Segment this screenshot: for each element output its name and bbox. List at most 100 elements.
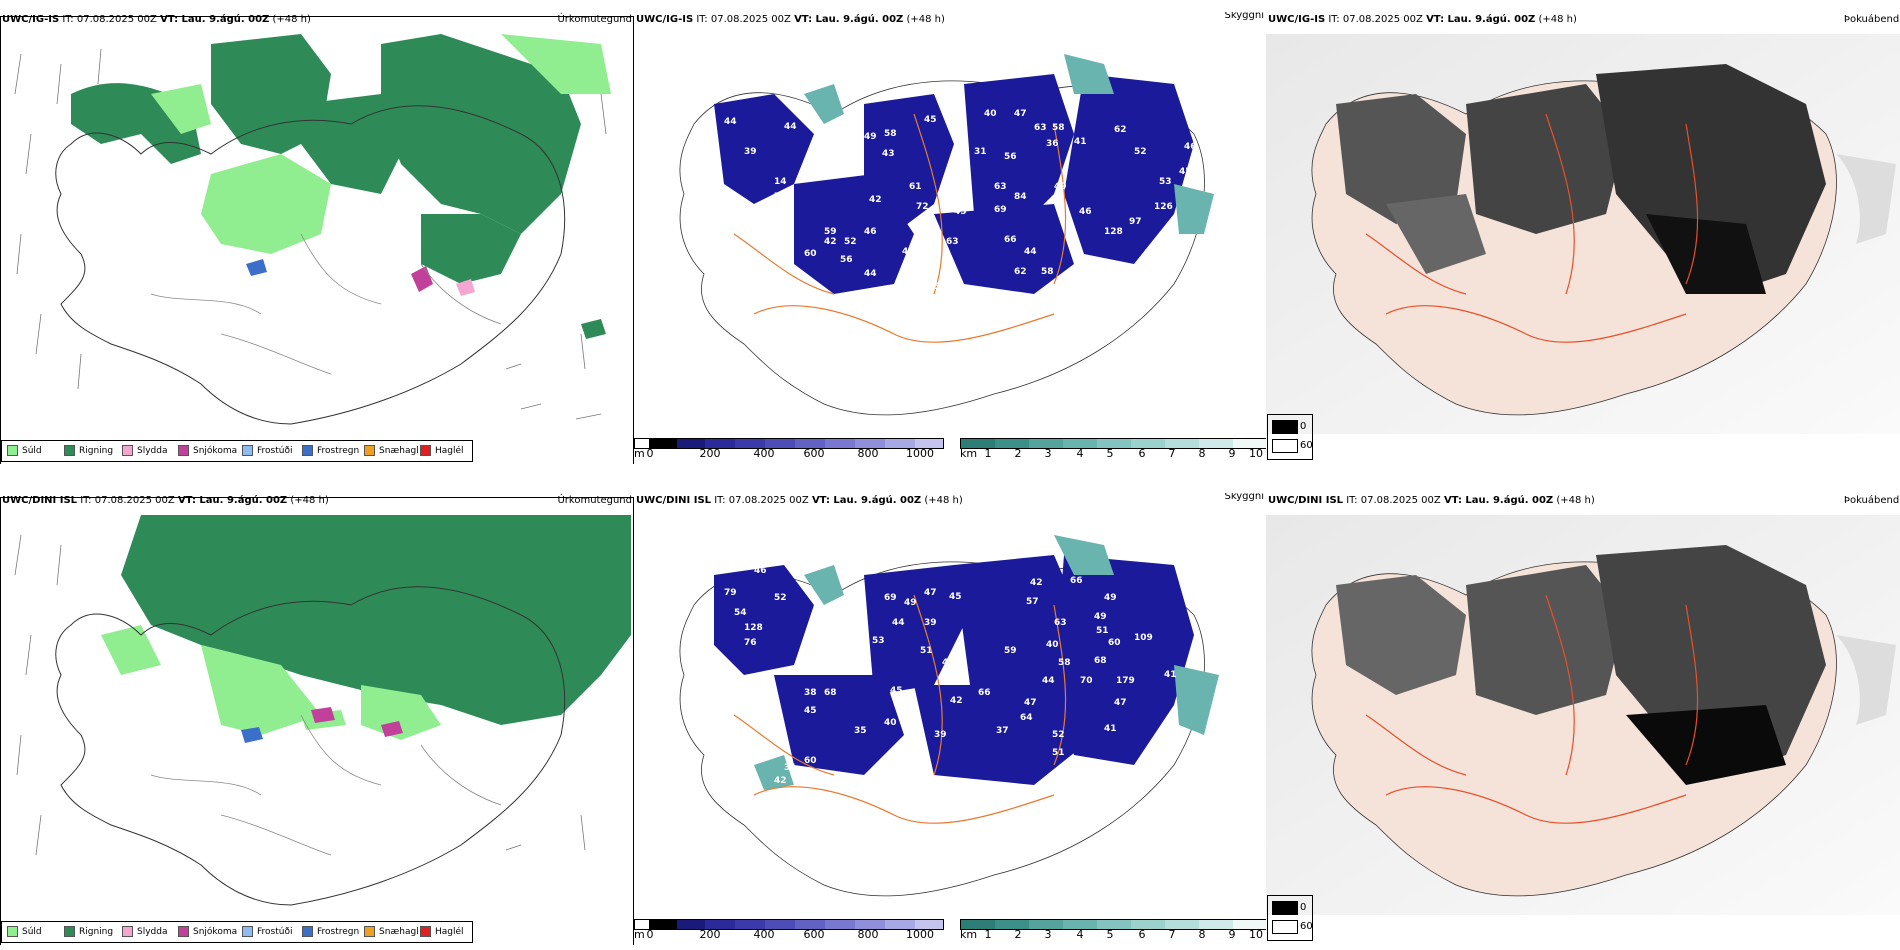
svg-text:14: 14 (774, 177, 787, 187)
svg-text:47: 47 (1014, 109, 1027, 119)
svg-text:31: 31 (729, 560, 742, 570)
svg-text:42: 42 (869, 195, 882, 205)
precip-map (1, 34, 631, 444)
svg-text:44: 44 (902, 247, 915, 257)
svg-text:44: 44 (864, 269, 877, 279)
svg-text:66: 66 (1070, 576, 1083, 586)
svg-text:41: 41 (1104, 724, 1117, 734)
svg-text:79: 79 (774, 192, 787, 202)
svg-text:28: 28 (876, 766, 889, 776)
svg-text:84: 84 (1014, 192, 1027, 202)
panel-header: UWC/IG-IS IT: 07.08.2025 00Z VT: Lau. 9.… (634, 12, 1266, 28)
svg-text:46: 46 (1094, 289, 1107, 299)
legend-item-snow-pellets: Snæhagl (364, 445, 419, 457)
svg-text:69: 69 (739, 202, 752, 212)
svg-text:44: 44 (724, 117, 737, 127)
svg-text:44: 44 (734, 82, 747, 92)
rain-areas (71, 34, 611, 339)
svg-text:31: 31 (974, 147, 987, 157)
svg-text:52: 52 (884, 848, 897, 858)
svg-text:64: 64 (1020, 713, 1033, 723)
svg-text:109: 109 (1134, 633, 1153, 643)
legend-item-rain: Rigning (64, 445, 113, 457)
panel-header: UWC/DINI ISL IT: 07.08.2025 00Z VT: Lau.… (2, 495, 632, 506)
visibility-panel-bottom: UWC/DINI ISL IT: 07.08.2025 00Z VT: Lau.… (634, 493, 1266, 945)
svg-text:40: 40 (884, 718, 897, 728)
svg-text:47: 47 (764, 352, 777, 362)
svg-text:45: 45 (890, 686, 903, 696)
svg-text:46: 46 (864, 227, 877, 237)
precip-legend: Súld Rigning Slydda Snjókoma Frostúði Fr… (1, 921, 473, 943)
svg-text:52: 52 (1052, 730, 1065, 740)
svg-text:76: 76 (744, 638, 757, 648)
svg-text:138: 138 (914, 307, 933, 317)
svg-text:46: 46 (754, 566, 767, 576)
panel-title: Þokuábendi (1843, 14, 1900, 25)
visibility-unit: km (960, 447, 978, 460)
svg-text:51: 51 (920, 646, 933, 656)
svg-text:58: 58 (1041, 267, 1054, 277)
precip-type-panel-bottom: UWC/DINI ISL IT: 07.08.2025 00Z VT: Lau.… (0, 493, 634, 945)
svg-text:44: 44 (1024, 247, 1037, 257)
legend-item-snow: Snjókoma (178, 926, 237, 938)
svg-text:53: 53 (872, 636, 885, 646)
panel-title: Úrkomutegund (557, 14, 632, 25)
svg-text:58: 58 (884, 129, 897, 139)
svg-text:60: 60 (1108, 638, 1121, 648)
svg-text:48: 48 (1064, 800, 1077, 810)
svg-text:66: 66 (978, 688, 991, 698)
svg-text:49: 49 (864, 132, 877, 142)
svg-text:52: 52 (774, 593, 787, 603)
svg-text:45: 45 (928, 282, 941, 292)
svg-text:39: 39 (934, 730, 947, 740)
legend-item-drizzle: Súld (7, 926, 42, 938)
svg-text:126: 126 (1154, 202, 1173, 212)
fog-legend: 0 60 (1267, 414, 1313, 460)
svg-text:52: 52 (1134, 147, 1147, 157)
svg-text:66: 66 (1004, 235, 1017, 245)
legend-item-freezing-rain: Frostregn (302, 926, 359, 938)
svg-text:42: 42 (824, 237, 837, 247)
legend-item-snow: Snjókoma (178, 445, 237, 457)
svg-text:41: 41 (864, 289, 877, 299)
svg-text:49: 49 (1054, 182, 1067, 192)
elevation-colorbar: m 0 200 400 600 800 1000 (634, 919, 944, 941)
visibility-colorbar: km 1 2 3 4 5 6 7 8 9 10 (960, 919, 1266, 941)
svg-text:52: 52 (844, 237, 857, 247)
legend-item-freezing-drizzle: Frostúði (242, 445, 292, 457)
freezing-rain-area (246, 259, 267, 276)
visibility-values: 31 46 52 79 54 69 49 47 42 66 45 49 128 … (724, 560, 1177, 858)
panel-header: UWC/DINI ISL IT: 07.08.2025 00Z VT: Lau.… (636, 493, 1264, 506)
svg-text:43: 43 (944, 192, 957, 202)
svg-text:68: 68 (1094, 656, 1107, 666)
legend-item-hail: Haglél (420, 445, 464, 457)
map-frame (0, 16, 634, 464)
svg-text:38: 38 (804, 688, 817, 698)
elevation-unit: m (634, 447, 645, 460)
sleet-area (456, 279, 475, 296)
visibility-map: 31 46 52 79 54 69 49 47 42 66 45 49 128 … (679, 535, 1219, 897)
svg-text:47: 47 (1114, 698, 1127, 708)
svg-text:36: 36 (1046, 139, 1059, 149)
panel-header: UWC/IG-IS IT: 07.08.2025 00Z VT: Lau. 9.… (0, 12, 634, 28)
svg-text:31: 31 (784, 763, 797, 773)
svg-text:44: 44 (784, 122, 797, 132)
roads (150, 233, 502, 375)
svg-text:63: 63 (1034, 123, 1047, 133)
svg-text:37: 37 (996, 726, 1009, 736)
svg-text:128: 128 (1104, 227, 1123, 237)
svg-text:49: 49 (904, 598, 917, 608)
svg-text:83: 83 (918, 257, 931, 267)
visibility-panel-top: UWC/IG-IS IT: 07.08.2025 00Z VT: Lau. 9.… (634, 12, 1266, 464)
svg-text:54: 54 (734, 608, 747, 618)
svg-text:61: 61 (909, 182, 922, 192)
svg-text:41: 41 (1074, 137, 1087, 147)
svg-text:45: 45 (1179, 167, 1192, 177)
legend-item-freezing-rain: Frostregn (302, 445, 359, 457)
svg-text:46: 46 (1184, 142, 1197, 152)
lead-time: (+48 h) (272, 14, 311, 25)
svg-text:79: 79 (724, 588, 737, 598)
precip-type-panel-top: UWC/IG-IS IT: 07.08.2025 00Z VT: Lau. 9.… (0, 12, 634, 464)
svg-text:59: 59 (1004, 646, 1017, 656)
svg-text:40: 40 (984, 109, 997, 119)
